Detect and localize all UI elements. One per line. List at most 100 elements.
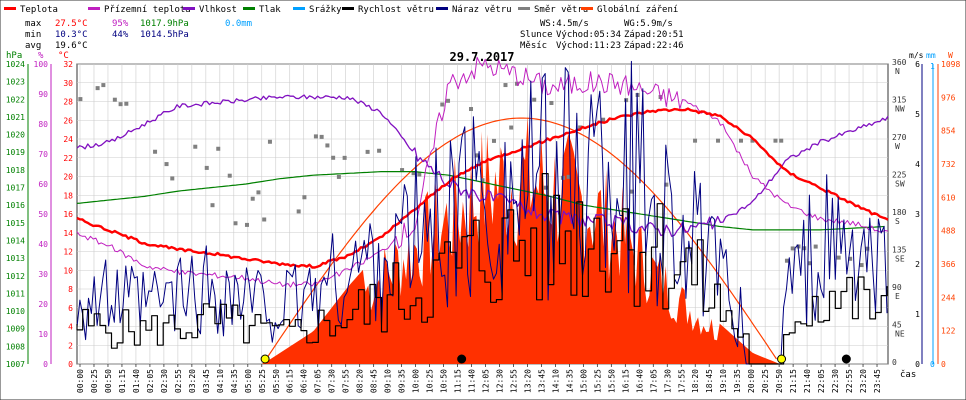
x-tick-label: 22:30 [831, 369, 840, 393]
x-tick-label: 01:15 [118, 369, 127, 393]
x-tick-label: 16:15 [621, 369, 630, 393]
rain-tick-label: 0 [930, 360, 935, 369]
wind-dir-point [210, 203, 215, 208]
radiation-unit: W [948, 51, 953, 60]
wind-dir-point [302, 195, 307, 200]
legend-label: Srážky [309, 5, 342, 15]
x-tick-label: 01:40 [132, 369, 141, 393]
x-tick-label: 22:55 [845, 369, 854, 393]
pressure-tick-label: 1011 [6, 289, 25, 298]
x-tick-label: 17:55 [677, 369, 686, 393]
legend-label: Teplota [20, 5, 58, 15]
chart-date: 29.7.2017 [449, 50, 514, 64]
wind-dir-point [95, 86, 100, 91]
wind-dir-point [790, 246, 795, 251]
wind-dir-tick-label: 90 [892, 283, 902, 292]
info-sun-set: Západ:20:51 [624, 30, 684, 40]
plot-area [76, 56, 889, 365]
info-ws: WS:4.5m/s [540, 19, 589, 29]
temp-tick-label: 22 [63, 154, 73, 163]
radiation-tick-label: 610 [941, 193, 956, 202]
wind-dir-point [491, 138, 496, 143]
info-moon-rise: Východ:11:23 [556, 41, 621, 51]
pressure-tick-label: 1024 [6, 60, 25, 69]
sunrise-marker [260, 354, 270, 364]
stats-max-hum: 95% [112, 19, 129, 29]
wind-dir-point [193, 144, 198, 149]
humidity-tick-label: 100 [34, 60, 49, 69]
x-tick-label: 14:10 [551, 369, 560, 393]
ground-temperature-line [76, 56, 889, 288]
wind-dir-point [859, 263, 864, 268]
wind-dir-point [549, 100, 554, 105]
wind-dir-point [227, 173, 232, 178]
x-tick-label: 00:25 [90, 369, 99, 393]
temp-tick-label: 16 [63, 210, 73, 219]
legend-swatch [518, 7, 530, 10]
x-tick-label: 07:05 [314, 369, 323, 393]
temperature-line [76, 107, 889, 269]
wind-speed-tick-label: 6 [915, 60, 920, 69]
pressure-tick-label: 1021 [6, 113, 25, 122]
x-tick-label: 20:25 [761, 369, 770, 393]
wind-dir-point [331, 155, 336, 160]
stats-min-label: min [25, 30, 41, 40]
wind-dir-point [807, 261, 812, 266]
pressure-tick-label: 1008 [6, 342, 25, 351]
wind-dir-point [216, 146, 221, 151]
humidity-tick-label: 10 [38, 330, 48, 339]
x-tick-label: 13:45 [537, 369, 546, 393]
wind-dir-compass-label: SE [895, 255, 905, 264]
wind-dir-point [170, 176, 175, 181]
wind-dir-point [813, 244, 818, 249]
legend-label: Přízemní teplota [104, 5, 191, 15]
radiation-tick-label: 0 [941, 360, 946, 369]
x-tick-label: 06:40 [300, 369, 309, 393]
wind-dir-point [739, 138, 744, 143]
humidity-tick-label: 40 [38, 240, 48, 249]
wind-dir-point [469, 107, 474, 112]
wind-dir-point [296, 209, 301, 214]
x-tick-label: 05:25 [258, 369, 267, 393]
wind-dir-point [836, 255, 841, 260]
stats-min-hum: 44% [112, 30, 129, 40]
x-tick-label: 14:35 [565, 369, 574, 393]
pressure-unit: hPa [6, 51, 22, 61]
legend-swatch [4, 7, 16, 10]
wind-dir-point [365, 149, 370, 154]
wind-speed-tick-label: 0 [915, 360, 920, 369]
temp-tick-label: 4 [68, 323, 73, 332]
wind-dir-point [848, 256, 853, 261]
wind-dir-point [250, 196, 255, 201]
wind-dir-point [400, 168, 405, 173]
legend-label: Směr větru [534, 5, 588, 15]
stats-max-press: 1017.9hPa [140, 19, 189, 29]
wind-dir-point [101, 83, 106, 88]
x-tick-label: 03:20 [188, 369, 197, 393]
x-tick-label: 08:45 [370, 369, 379, 393]
pressure-tick-label: 1013 [6, 254, 25, 263]
x-tick-label: 12:05 [482, 369, 491, 393]
pressure-tick-label: 1007 [6, 360, 25, 369]
wind-dir-tick-label: 45 [892, 321, 902, 330]
x-tick-label: 10:00 [412, 369, 421, 393]
wind-dir-point [693, 138, 698, 143]
temp-tick-label: 10 [63, 266, 73, 275]
radiation-tick-label: 244 [941, 293, 956, 302]
wind-dir-point [601, 117, 606, 122]
x-tick-label: 03:45 [202, 369, 211, 393]
wind-dir-point [342, 155, 347, 160]
humidity-tick-label: 20 [38, 300, 48, 309]
x-tick-label: 04:10 [216, 369, 225, 393]
wind-dir-tick-label: 0 [892, 358, 897, 367]
wind-speed-tick-label: 5 [915, 110, 920, 119]
temp-tick-label: 30 [63, 79, 73, 88]
humidity-tick-label: 90 [38, 90, 48, 99]
info-moon-label: Měsíc [520, 41, 547, 51]
x-tick-label: 05:00 [244, 369, 253, 393]
wind-dir-point [417, 172, 422, 177]
wind-dir-point [233, 221, 238, 226]
x-tick-label: 02:05 [146, 369, 155, 393]
legend-label: Vlhkost [199, 5, 237, 15]
info-sun-rise: Východ:05:34 [556, 30, 621, 40]
